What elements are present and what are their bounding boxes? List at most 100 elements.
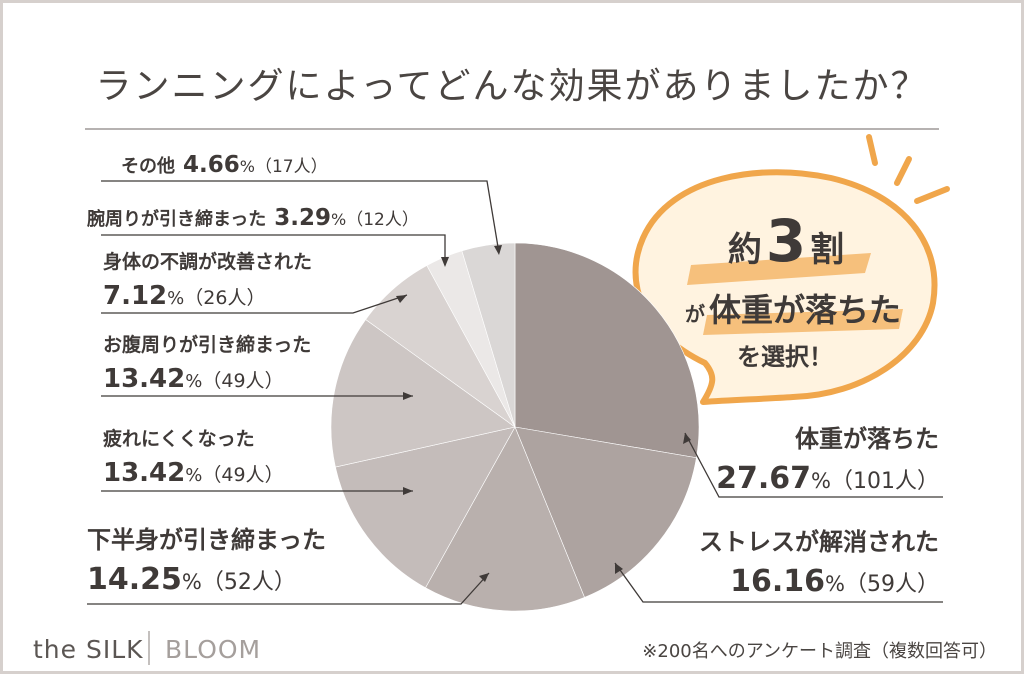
- slice-label-belly: お腹周りが引き締まった 13.42%（49人）: [103, 333, 311, 394]
- leader-line-other: [101, 180, 500, 254]
- slice-label-other: その他 4.66%（17人）: [121, 152, 328, 178]
- label-count: 26人: [203, 287, 246, 309]
- label-count: 17人: [272, 157, 311, 177]
- callout-number: 3: [766, 207, 806, 275]
- arrowhead-stress: [615, 563, 623, 574]
- callout-suffix: 割: [810, 230, 844, 270]
- label-count: 49人: [221, 464, 264, 486]
- label-paren-open: （: [346, 210, 363, 230]
- label-percent-sign: %: [240, 157, 255, 176]
- pie-chart: [330, 242, 700, 612]
- slice-label-weight-value: 27.67%（101人）: [716, 461, 939, 496]
- slice-label-fatigue-name: 疲れにくくなった: [103, 427, 255, 450]
- label-percent: 3.29: [274, 205, 331, 231]
- label-paren-close: ）: [917, 572, 939, 597]
- slice-label-arms: 腕周りが引き締まった 3.29%（12人）: [87, 205, 419, 231]
- label-percent: 7.12: [103, 281, 167, 311]
- arrowhead-body: [396, 295, 407, 303]
- arrowhead-other: [494, 245, 502, 255]
- pie-slice-2: [514, 426, 697, 598]
- slice-label-other-text: その他 4.66%（17人）: [121, 152, 328, 178]
- label-percent: 4.66: [183, 152, 240, 178]
- label-name: 腕周りが引き締まった: [87, 208, 266, 230]
- slice-label-lower-body: 下半身が引き締まった 14.25%（52人）: [87, 526, 326, 597]
- label-percent-sign: %: [331, 210, 346, 229]
- leader-lines: [87, 180, 943, 605]
- label-paren-open: （: [184, 287, 203, 309]
- label-percent: 14.25: [87, 562, 182, 597]
- arrowhead-lower-body: [479, 573, 489, 582]
- leader-line-body: [101, 294, 408, 314]
- label-paren-close: ）: [917, 469, 939, 494]
- arrowhead-fatigue: [403, 487, 413, 495]
- label-name: その他: [121, 155, 175, 177]
- slice-label-body-name: 身体の不調が改善された: [103, 250, 312, 273]
- arrowhead-weight: [683, 433, 691, 444]
- label-count: 49人: [221, 370, 264, 392]
- slice-label-body: 身体の不調が改善された 7.12%（26人）: [103, 250, 312, 311]
- label-percent-sign: %: [167, 288, 184, 309]
- slice-label-belly-name: お腹周りが引き締まった: [103, 333, 311, 356]
- callout-line2-main: 体重が落ちた: [709, 291, 901, 329]
- label-percent-sign: %: [811, 469, 831, 493]
- slice-label-fatigue-value: 13.42%（49人）: [103, 458, 284, 488]
- label-percent: 16.16: [730, 564, 825, 599]
- slice-label-belly-value: 13.42%（49人）: [103, 364, 284, 394]
- label-percent-sign: %: [182, 570, 202, 594]
- burst-mark-3: [914, 186, 950, 204]
- callout-line2-small: が: [685, 302, 705, 326]
- label-paren-close: ）: [274, 570, 296, 595]
- label-count: 59人: [867, 572, 917, 597]
- slice-label-weight-name: 体重が落ちた: [795, 425, 939, 453]
- arrowhead-arms: [441, 257, 449, 267]
- label-percent: 13.42: [103, 458, 185, 488]
- highlight-stripe-1: [687, 253, 871, 285]
- pie-slice-3: [425, 426, 585, 612]
- burst-mark-1: [866, 134, 878, 166]
- leader-line-stress: [614, 562, 943, 603]
- label-paren-open: （: [831, 469, 853, 494]
- label-paren-open: （: [255, 157, 272, 177]
- logo-right: BLOOM: [165, 635, 261, 664]
- label-count: 101人: [853, 469, 917, 494]
- burst-mark-2: [894, 156, 912, 186]
- leader-arrowheads: [396, 245, 691, 582]
- label-count: 12人: [363, 210, 402, 230]
- pie-slice-8: [461, 242, 516, 428]
- arrowhead-belly: [403, 392, 413, 400]
- label-percent-sign: %: [825, 572, 845, 596]
- brand-logo: the SILK BLOOM: [33, 631, 261, 665]
- callout-bubble: 約3 割 が体重が落ちた を選択！: [632, 134, 950, 405]
- callout-line1: 約3 割: [728, 207, 844, 275]
- callout-line2: が体重が落ちた: [685, 291, 901, 329]
- highlight-stripe-2: [703, 309, 903, 335]
- label-percent: 27.67: [716, 461, 811, 496]
- slice-label-lower-body-name: 下半身が引き締まった: [87, 526, 326, 554]
- logo-left: the SILK: [33, 635, 144, 664]
- slice-label-body-value: 7.12%（26人）: [103, 281, 265, 311]
- pie-slice-1: [514, 242, 700, 459]
- leader-line-weight: [684, 432, 943, 498]
- chart-title: ランニングによってどんな効果がありましたか？: [95, 66, 928, 107]
- pie-slice-4: [335, 426, 516, 589]
- survey-footnote: ※200名へのアンケート調査（複数回答可）: [642, 641, 997, 662]
- label-paren-close: ）: [265, 464, 284, 486]
- label-paren-open: （: [202, 370, 221, 392]
- chart-canvas: ランニングによってどんな効果がありましたか？ 約3 割 が体重が落ちた を選択！: [33, 66, 997, 665]
- slice-label-weight: 体重が落ちた 27.67%（101人）: [716, 425, 939, 496]
- callout-prefix: 約: [728, 230, 762, 270]
- label-count: 52人: [224, 570, 274, 595]
- label-paren-open: （: [845, 572, 867, 597]
- label-percent: 13.42: [103, 364, 185, 394]
- leader-line-arms: [101, 234, 446, 265]
- pie-slice-5: [330, 319, 516, 468]
- label-paren-close: ）: [246, 287, 265, 309]
- leader-line-lower-body: [87, 572, 490, 605]
- slice-label-stress-value: 16.16%（59人）: [730, 564, 939, 599]
- callout-line3: を選択！: [737, 343, 833, 371]
- slice-label-stress: ストレスが解消された 16.16%（59人）: [699, 528, 939, 599]
- slice-label-stress-name: ストレスが解消された: [699, 528, 939, 556]
- slice-label-arms-text: 腕周りが引き締まった 3.29%（12人）: [87, 205, 419, 231]
- slice-label-lower-body-value: 14.25%（52人）: [87, 562, 296, 597]
